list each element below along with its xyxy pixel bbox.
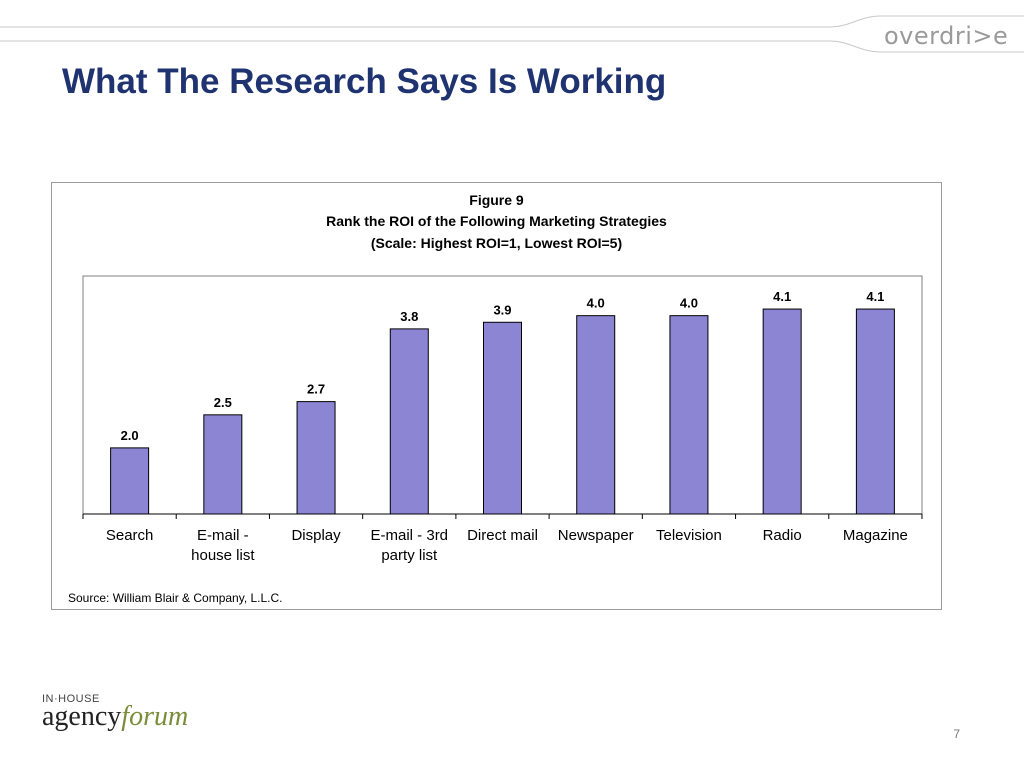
logo-small-text: IN·HOUSE — [42, 693, 100, 705]
x-tick-label: Display — [291, 527, 341, 544]
logo-word-agency: agency — [42, 701, 122, 732]
chart-title: Rank the ROI of the Following Marketing … — [326, 213, 667, 229]
data-label: 4.0 — [587, 296, 605, 311]
data-label: 4.0 — [680, 296, 698, 311]
data-label: 4.1 — [773, 289, 791, 304]
x-tick-label: house list — [191, 547, 255, 564]
data-label: 3.9 — [493, 302, 511, 317]
data-label: 2.0 — [121, 428, 139, 443]
bar — [389, 328, 429, 515]
bar — [855, 308, 895, 515]
x-tick-label: Magazine — [843, 527, 908, 544]
x-tick-label: Search — [106, 527, 154, 544]
source-note: Source: William Blair & Company, L.L.C. — [68, 591, 283, 605]
agency-forum-logo: IN·HOUSE agencyforum — [42, 693, 212, 737]
slide-title: What The Research Says Is Working — [62, 62, 667, 101]
chart-subtitle: (Scale: Highest ROI=1, Lowest ROI=5) — [370, 235, 623, 251]
bar — [669, 315, 709, 515]
x-tick-label: Television — [656, 527, 722, 544]
page-number: 7 — [953, 727, 960, 741]
logo-word-forum: forum — [121, 701, 189, 732]
data-label: 2.5 — [214, 395, 232, 410]
bar — [203, 414, 243, 515]
bar — [762, 308, 802, 515]
data-label: 4.1 — [866, 289, 884, 304]
data-label: 3.8 — [400, 309, 418, 324]
figure-number: Figure 9 — [469, 192, 524, 208]
x-tick-label: party list — [381, 547, 438, 564]
header-decoration — [0, 15, 1024, 53]
x-tick-label: E-mail - — [197, 527, 249, 544]
bar — [483, 321, 522, 515]
bar — [296, 401, 336, 515]
bar — [576, 315, 616, 515]
x-tick-label: Radio — [763, 527, 802, 544]
data-label: 2.7 — [307, 382, 325, 397]
x-tick-label: Direct mail — [467, 527, 538, 544]
x-tick-label: E-mail - 3rd — [371, 527, 449, 544]
bar — [110, 447, 150, 515]
x-tick-label: Newspaper — [558, 527, 634, 544]
overdrive-logo: overdri>e — [884, 22, 1009, 50]
